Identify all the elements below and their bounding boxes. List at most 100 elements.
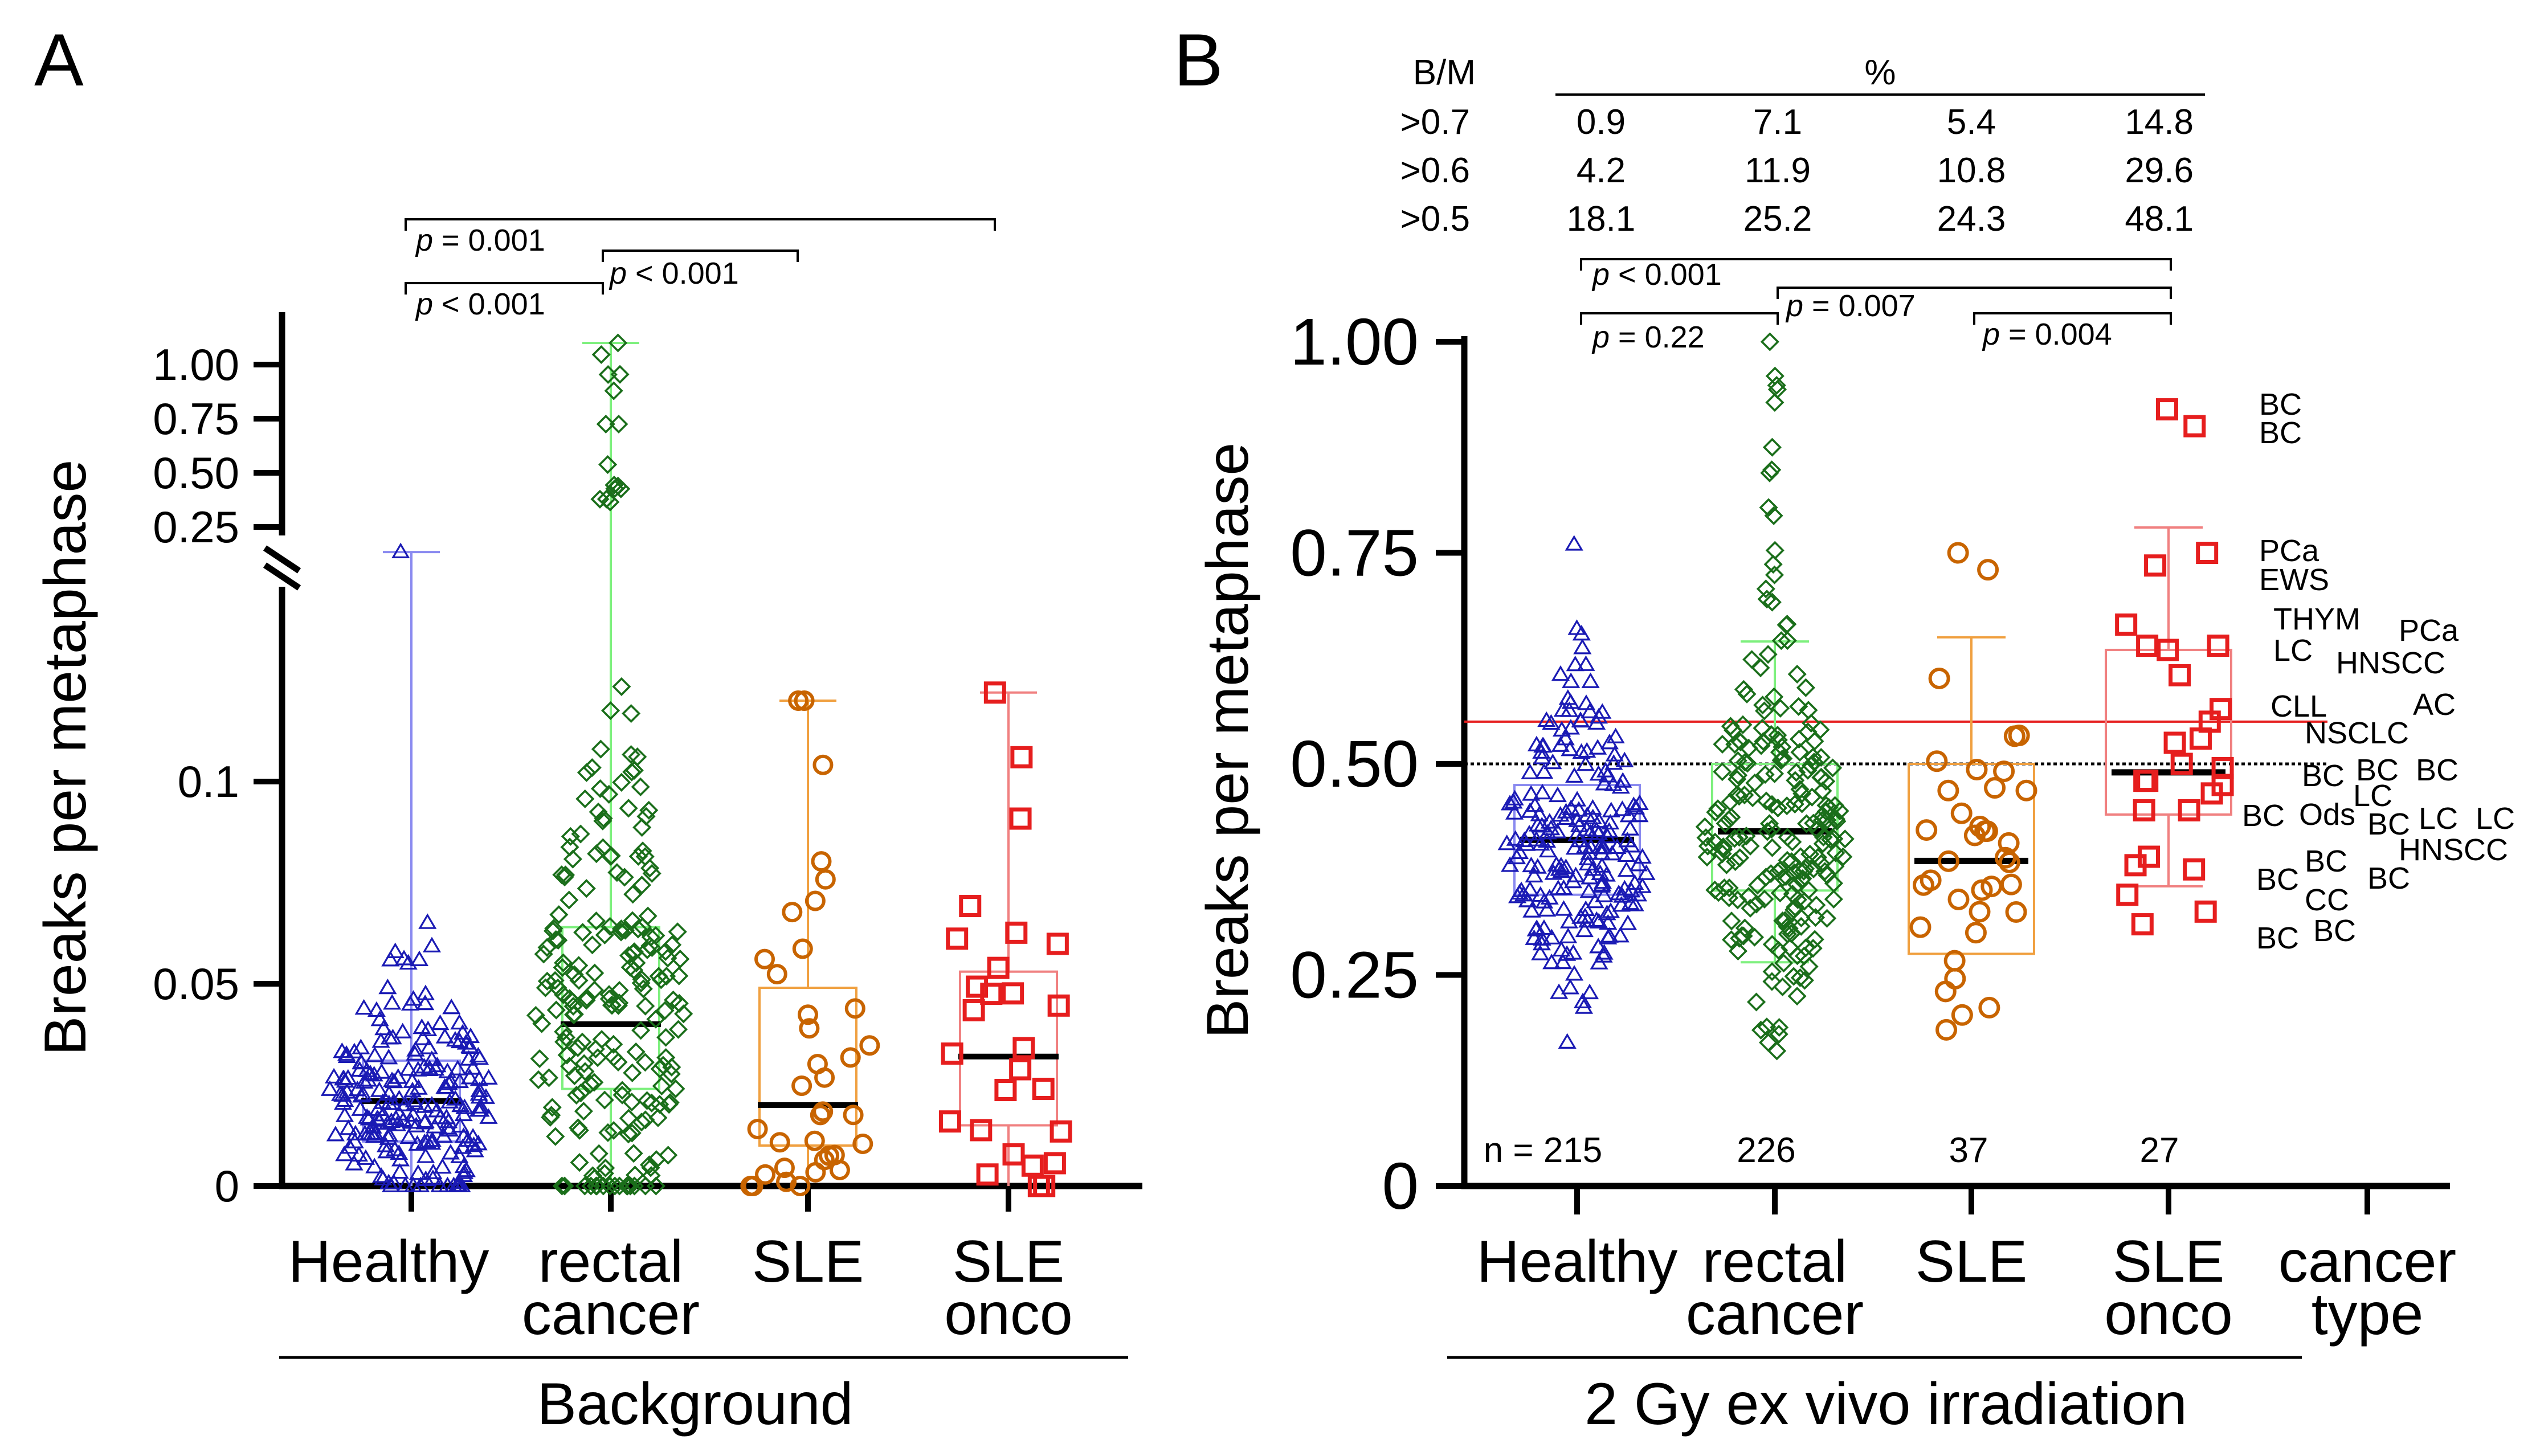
data-point	[388, 1115, 407, 1131]
data-point	[618, 1176, 637, 1196]
data-point	[360, 1110, 378, 1126]
data-point	[414, 1029, 432, 1045]
data-point	[1626, 874, 1644, 890]
data-point	[399, 954, 418, 970]
data-point	[409, 1164, 427, 1180]
data-point	[843, 1105, 864, 1126]
data-point	[565, 965, 584, 984]
data-point	[1713, 837, 1733, 857]
data-point	[1587, 714, 1606, 730]
data-point	[1565, 839, 1584, 855]
data-point	[390, 1105, 409, 1120]
data-point	[406, 1045, 424, 1061]
data-point	[1005, 921, 1028, 944]
data-point	[1937, 779, 1959, 801]
data-point	[399, 1128, 418, 1144]
data-point	[1577, 820, 1596, 836]
data-point	[2144, 554, 2167, 577]
data-point	[529, 1070, 548, 1090]
data-point	[1633, 877, 1652, 893]
data-point	[1580, 844, 1599, 860]
data-point	[656, 1028, 676, 1047]
data-point	[2131, 913, 2154, 936]
data-point	[1730, 929, 1749, 948]
data-point	[805, 1161, 826, 1183]
data-point	[840, 1047, 861, 1068]
data-point	[1762, 819, 1781, 839]
p-value-label: p < 0.001	[609, 256, 739, 291]
data-point	[385, 1140, 405, 1156]
n-label: 226	[1737, 1131, 1795, 1170]
category-label: Healthy	[1477, 1229, 1678, 1295]
data-point	[595, 1164, 614, 1183]
data-point	[2178, 799, 2200, 822]
data-point	[976, 1163, 999, 1186]
data-point	[612, 1081, 632, 1100]
data-point	[1535, 893, 1554, 909]
data-point	[455, 1098, 474, 1114]
data-point	[636, 1110, 655, 1130]
data-point	[1614, 772, 1632, 788]
data-point	[1577, 694, 1596, 710]
data-point	[624, 760, 644, 780]
data-point	[451, 1116, 469, 1133]
data-point	[1784, 863, 1804, 882]
data-point	[1998, 832, 2020, 854]
data-point	[829, 1160, 850, 1181]
data-point	[430, 1176, 449, 1192]
cancer-type-label: BC	[2416, 753, 2459, 787]
data-point	[2003, 725, 2026, 747]
data-point	[574, 1054, 594, 1073]
data-point	[1760, 463, 1779, 482]
data-point	[434, 1127, 453, 1143]
data-point	[636, 996, 655, 1016]
data-point	[369, 1111, 388, 1127]
category-label: onco	[2104, 1281, 2233, 1347]
significance-bracket	[1777, 287, 2172, 299]
panel-b-label: B	[1174, 18, 1223, 101]
data-point	[1611, 927, 1630, 943]
table-cell: 48.1	[2125, 199, 2194, 239]
data-point	[1716, 814, 1735, 833]
data-point	[563, 1005, 583, 1024]
data-point	[1577, 900, 1595, 917]
cancer-type-label: Ods	[2299, 797, 2355, 832]
data-point	[1621, 894, 1640, 910]
data-point	[1813, 781, 1832, 800]
panel-b-ylabel: Breaks per metaphase	[1195, 443, 1261, 1038]
data-point	[585, 1073, 604, 1092]
data-point	[1626, 895, 1644, 911]
data-point	[426, 1060, 445, 1076]
data-point	[1505, 804, 1524, 820]
data-point	[1579, 882, 1598, 898]
cancer-type-label: BC	[2305, 844, 2347, 878]
data-point	[382, 1071, 402, 1087]
data-point	[655, 1001, 675, 1020]
significance-bracket	[405, 282, 604, 295]
data-point	[320, 1080, 340, 1096]
data-point	[370, 1081, 389, 1097]
data-point	[1994, 846, 2016, 869]
data-point	[1578, 849, 1597, 865]
data-point	[330, 1085, 350, 1101]
data-point	[1587, 911, 1606, 927]
data-point	[1554, 953, 1573, 970]
data-point	[1533, 930, 1551, 946]
data-point	[394, 950, 414, 966]
panel-a-group-caption: Background	[537, 1371, 853, 1437]
data-point	[1821, 830, 1840, 849]
data-point	[596, 1158, 615, 1177]
data-point	[1805, 731, 1824, 751]
panel-b-reference-lines	[1464, 720, 2327, 766]
data-point	[1789, 697, 1808, 716]
data-point	[1618, 831, 1637, 848]
data-point	[980, 983, 1003, 1005]
data-point	[1800, 844, 1820, 864]
data-point	[1774, 954, 1794, 973]
y-tick-label: 0.05	[153, 959, 239, 1009]
data-point	[390, 1163, 409, 1179]
data-point	[563, 996, 583, 1016]
data-point	[1796, 678, 1815, 697]
data-point	[662, 1057, 681, 1077]
